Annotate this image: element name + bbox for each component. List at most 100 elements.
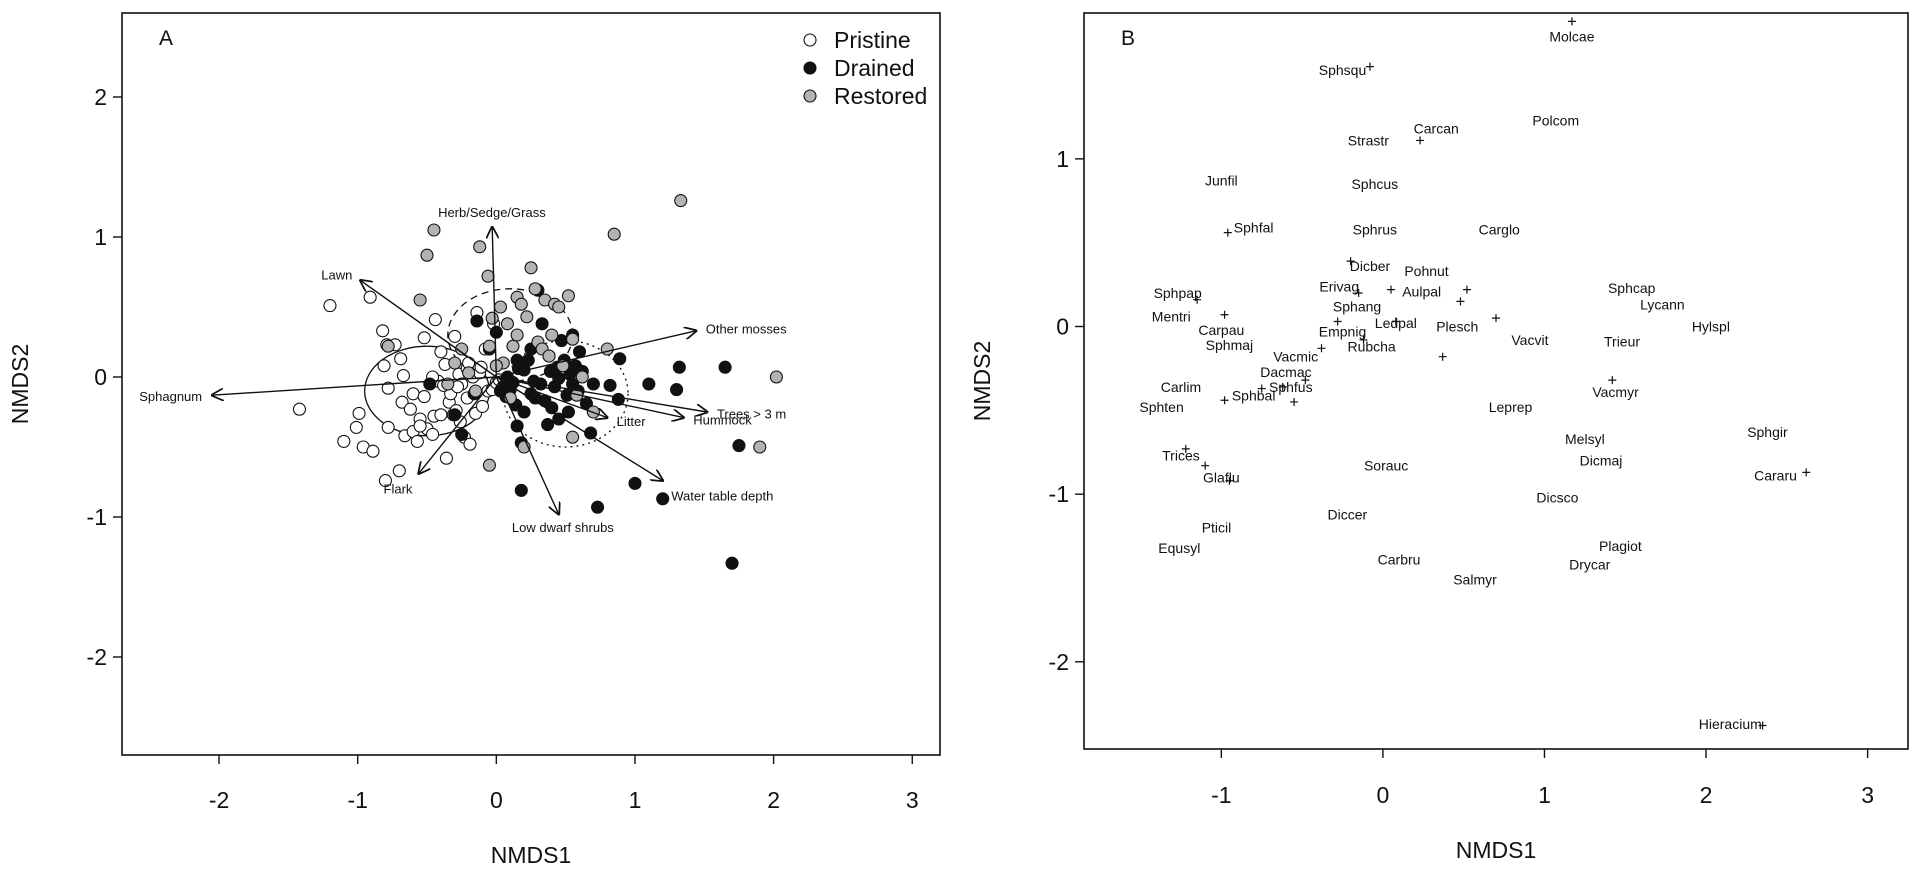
- y-axis-title: NMDS2: [969, 341, 995, 422]
- species-label: Dicsco: [1536, 490, 1578, 506]
- data-point-restored: [468, 384, 483, 398]
- data-point-pristine: [392, 464, 406, 478]
- data-point-drained: [628, 476, 642, 490]
- data-point-drained: [656, 492, 670, 506]
- data-point-restored: [542, 349, 556, 363]
- species-label: Leprep: [1489, 399, 1533, 415]
- species-point: [1608, 376, 1617, 385]
- data-point-drained: [603, 378, 617, 392]
- x-tick-label: 0: [1377, 782, 1390, 808]
- data-point-pristine: [363, 290, 377, 304]
- species-point: [1225, 476, 1234, 485]
- species-point: [1220, 396, 1229, 405]
- data-point-restored: [427, 223, 441, 237]
- species-label: Melsyl: [1565, 431, 1605, 447]
- data-point-pristine: [376, 324, 390, 338]
- data-point-pristine: [406, 387, 420, 401]
- x-axis-title: NMDS1: [491, 842, 572, 868]
- panel-b: -1 0 1 2 3 -2 -1 0 1 NMDS1 NMDS2 B Molcae Sphsqu Polco…: [969, 12, 1909, 863]
- env-vector-arrow: [419, 376, 497, 474]
- data-point-restored: [381, 339, 395, 353]
- data-point-restored: [545, 328, 559, 342]
- data-point-drained: [613, 352, 627, 366]
- species-label: Pohnut: [1404, 263, 1448, 279]
- species-label: Vacvit: [1511, 332, 1548, 348]
- species-point: [1492, 314, 1500, 323]
- data-point-restored: [413, 293, 427, 307]
- species-label: Aulpal: [1402, 283, 1441, 299]
- data-point-pristine: [403, 402, 417, 416]
- species-label: Hieracium: [1699, 716, 1762, 732]
- species-label: Rubcha: [1347, 339, 1395, 355]
- species-point: [1386, 285, 1395, 294]
- y-tick-label: 0: [94, 364, 107, 390]
- species-label: Molcae: [1549, 28, 1594, 44]
- env-vector-label: Sphagnum: [139, 389, 202, 404]
- data-point-pristine: [352, 406, 366, 420]
- data-point-drained: [642, 377, 656, 391]
- data-point-restored: [600, 342, 614, 356]
- data-point-pristine: [394, 352, 408, 366]
- data-point-pristine: [381, 381, 395, 395]
- env-vector-label: Lawn: [321, 268, 352, 283]
- env-vector-arrow: [496, 376, 607, 418]
- species-label: Carpau: [1198, 322, 1244, 338]
- data-point-restored: [506, 339, 520, 353]
- species-point: [1567, 17, 1576, 26]
- data-point-pristine: [413, 419, 427, 433]
- species-label: Carcan: [1414, 121, 1459, 137]
- species-point: [1201, 461, 1210, 470]
- data-point-restored: [420, 248, 434, 262]
- env-vector-arrow: [495, 376, 558, 514]
- env-vector-arrow: [492, 227, 496, 378]
- data-point-drained: [672, 360, 686, 374]
- species-label: Equsyl: [1158, 540, 1200, 556]
- data-point-restored: [753, 440, 767, 454]
- x-tick-label: 2: [767, 787, 780, 813]
- data-point-pristine: [366, 444, 380, 458]
- species-label: Sphten: [1139, 399, 1183, 415]
- data-point-pristine: [395, 395, 409, 409]
- data-point-restored: [520, 310, 534, 324]
- data-point-pristine: [426, 427, 440, 441]
- species-label: Junfil: [1205, 173, 1238, 189]
- env-vector-label: Other mosses: [706, 322, 787, 337]
- data-point-drained: [470, 314, 484, 328]
- data-point-pristine: [475, 399, 490, 413]
- x-tick-label: -1: [347, 787, 367, 813]
- data-point-restored: [510, 328, 524, 342]
- species-label: Lycann: [1640, 297, 1685, 313]
- x-axis-title: NMDS1: [1456, 837, 1537, 863]
- x-tick-label: 3: [906, 787, 919, 813]
- species-label: Strastr: [1348, 132, 1390, 148]
- data-point-drained: [590, 500, 605, 514]
- species-point: [1223, 228, 1232, 237]
- data-point-drained: [510, 353, 524, 367]
- species-point: [1346, 257, 1355, 266]
- env-vector-label: Water table depth: [671, 489, 773, 504]
- data-point-pristine: [439, 451, 453, 465]
- env-vector-label: Low dwarf shrubs: [512, 520, 614, 535]
- data-point-restored: [485, 311, 499, 325]
- data-point-drained: [572, 345, 587, 359]
- species-label: Salmyr: [1453, 572, 1497, 588]
- species-point: [1257, 384, 1266, 393]
- species-label: Sphsqu: [1319, 62, 1366, 78]
- y-tick-label: 0: [1056, 314, 1069, 340]
- species-point: [1758, 721, 1767, 730]
- species-point: [1333, 317, 1342, 326]
- data-point-pristine: [377, 359, 391, 373]
- data-point-restored: [455, 342, 469, 356]
- data-point-restored: [674, 194, 688, 208]
- species-label: Plagiot: [1599, 538, 1642, 554]
- data-point-pristine: [463, 437, 477, 451]
- data-point-restored: [482, 458, 496, 472]
- species-point: [1359, 335, 1368, 344]
- data-point-restored: [482, 339, 496, 353]
- species-label: Carbru: [1378, 552, 1421, 568]
- data-point-restored: [769, 370, 783, 384]
- species-label: Drycar: [1569, 557, 1611, 573]
- species-label: Pticil: [1202, 520, 1232, 536]
- data-point-restored: [607, 227, 621, 241]
- data-point-restored: [473, 240, 487, 254]
